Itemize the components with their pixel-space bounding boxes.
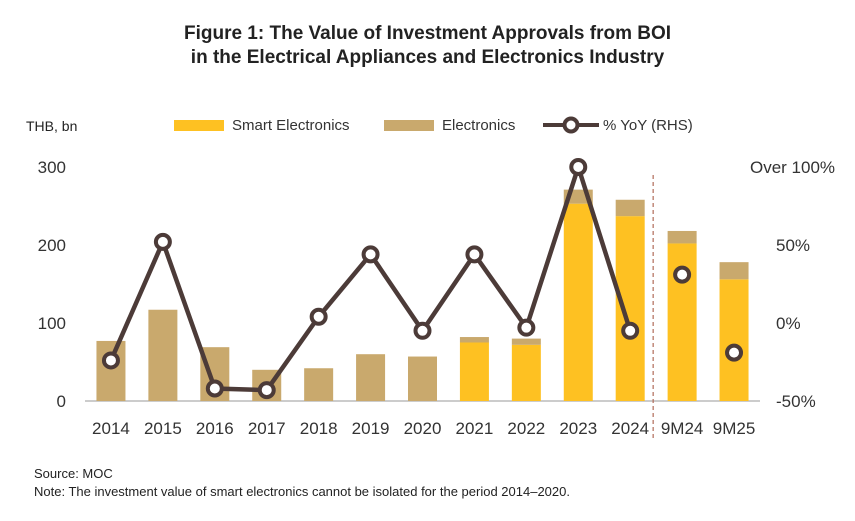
bar-smart-electronics-2023 <box>563 203 593 401</box>
yoy-point-2014 <box>101 351 120 370</box>
footnote: Note: The investment value of smart elec… <box>34 484 570 499</box>
source-note: Source: MOC <box>34 466 113 481</box>
legend-swatch-electronics <box>384 119 434 131</box>
x-tick-label-2015: 2015 <box>144 419 182 438</box>
yoy-point-2018 <box>309 307 328 326</box>
bar-electronics-9M25 <box>719 262 749 280</box>
y-tick-label-0: 0 <box>57 392 66 411</box>
y2-top-label: Over 100% <box>750 158 835 177</box>
bar-smart-electronics-2024 <box>615 216 645 401</box>
bar-electronics-2020 <box>408 356 437 401</box>
bar-electronics-2022 <box>511 338 541 345</box>
bar-electronics-2018 <box>304 368 334 401</box>
bar-smart-electronics-2022 <box>511 344 541 401</box>
y2-tick-label-1: 0% <box>776 314 801 333</box>
legend-label-electronics: Electronics <box>442 116 516 134</box>
yoy-point-2019 <box>361 245 380 264</box>
legend-label-yoy: % YoY (RHS) <box>603 116 693 134</box>
yoy-point-2015 <box>153 232 172 251</box>
chart-title-line1: Figure 1: The Value of Investment Approv… <box>183 23 672 44</box>
legend-item-yoy: % YoY (RHS) <box>543 114 693 136</box>
x-tick-label-2023: 2023 <box>559 419 597 438</box>
legend-label-smart-electronics: Smart Electronics <box>232 116 350 134</box>
x-tick-label-2019: 2019 <box>352 419 390 438</box>
legend-swatch-smart-electronics <box>174 119 224 131</box>
y-axis-unit-label: THB, bn <box>26 118 78 134</box>
bar-electronics-2021 <box>459 337 489 343</box>
x-tick-label-9M24: 9M24 <box>661 419 704 438</box>
bar-electronics-2015 <box>148 309 178 401</box>
bar-smart-electronics-9M25 <box>719 279 749 401</box>
bar-electronics-2024 <box>615 199 645 217</box>
y-tick-label-100: 100 <box>38 314 66 333</box>
x-tick-label-2018: 2018 <box>300 419 338 438</box>
bar-smart-electronics-2021 <box>459 342 489 401</box>
legend-swatch-yoy <box>543 116 599 134</box>
x-tick-label-2014: 2014 <box>92 419 130 438</box>
y-tick-label-200: 200 <box>38 236 66 255</box>
x-tick-label-2020: 2020 <box>404 419 442 438</box>
legend: Smart Electronics Electronics % YoY (RHS… <box>0 114 855 136</box>
x-tick-label-2021: 2021 <box>456 419 494 438</box>
yoy-point-2017 <box>257 381 276 400</box>
x-tick-label-2022: 2022 <box>507 419 545 438</box>
bar-electronics-2019 <box>356 354 386 401</box>
legend-item-electronics: Electronics <box>384 114 515 136</box>
y-tick-label-300: 300 <box>38 158 66 177</box>
yoy-point-2023 <box>569 158 588 176</box>
yoy-point-2021 <box>465 245 484 264</box>
chart-title-line2: in the Electrical Appliances and Electro… <box>190 47 665 68</box>
yoy-point-2024 <box>621 321 640 340</box>
x-tick-label-2024: 2024 <box>611 419 649 438</box>
x-tick-label-2016: 2016 <box>196 419 234 438</box>
yoy-point-2016 <box>205 379 224 398</box>
x-tick-label-2017: 2017 <box>248 419 286 438</box>
yoy-point-9M24 <box>673 265 692 284</box>
yoy-point-2020 <box>413 321 432 340</box>
yoy-point-2022 <box>517 318 536 337</box>
bar-electronics-9M24 <box>667 230 697 244</box>
y2-tick-label-2: 50% <box>776 236 810 255</box>
bar-electronics-2014 <box>96 340 126 401</box>
x-tick-label-9M25: 9M25 <box>713 419 756 438</box>
y2-tick-label-0: -50% <box>776 392 816 411</box>
yoy-point-9M25 <box>725 343 744 362</box>
legend-item-smart-electronics: Smart Electronics <box>174 114 350 136</box>
